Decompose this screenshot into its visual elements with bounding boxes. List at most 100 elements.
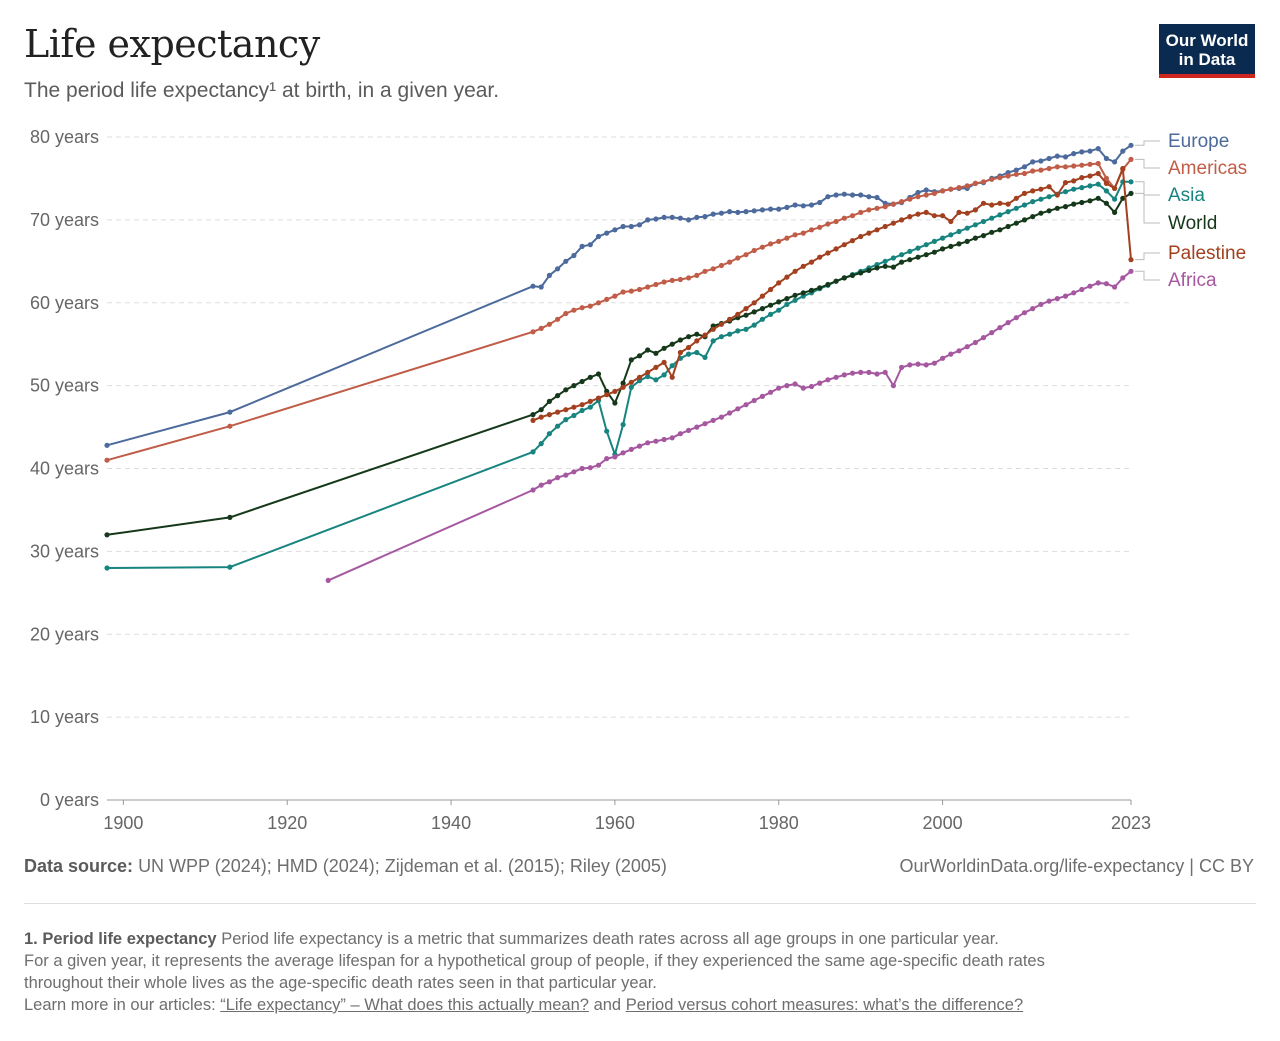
data-point-palestine <box>849 238 856 244</box>
article-link-period-cohort[interactable]: Period versus cohort measures: what’s th… <box>625 996 1024 1014</box>
data-point-americas <box>227 423 233 429</box>
data-point-americas <box>555 316 561 322</box>
data-point-asia <box>1079 185 1085 191</box>
data-point-palestine <box>546 412 553 418</box>
data-point-palestine <box>636 374 643 380</box>
legend-connector-americas <box>1135 158 1160 169</box>
data-point-africa <box>1103 281 1109 287</box>
data-point-africa <box>1079 286 1085 293</box>
data-point-asia <box>710 338 716 344</box>
data-point-asia <box>1062 189 1069 195</box>
data-point-europe <box>653 216 659 222</box>
data-point-world <box>800 290 806 296</box>
data-point-americas <box>1062 164 1069 170</box>
data-point-europe <box>808 202 815 208</box>
data-point-africa <box>759 393 766 399</box>
data-point-palestine <box>743 306 749 312</box>
data-point-asia <box>1013 205 1019 211</box>
data-point-europe <box>784 204 790 210</box>
data-point-europe <box>555 266 561 272</box>
data-point-americas <box>661 279 667 285</box>
data-point-world <box>808 287 815 293</box>
data-point-europe <box>1103 155 1109 162</box>
data-point-europe <box>669 214 675 220</box>
data-point-palestine <box>997 200 1003 206</box>
data-point-palestine <box>1103 180 1109 186</box>
data-point-americas <box>686 275 692 281</box>
data-point-americas <box>628 288 634 294</box>
data-point-americas <box>571 307 577 313</box>
data-point-world <box>587 374 593 380</box>
data-point-asia <box>653 377 659 383</box>
data-point-asia <box>227 564 233 570</box>
data-point-world <box>636 353 643 359</box>
data-point-world <box>1120 195 1126 201</box>
data-point-americas <box>563 310 569 317</box>
data-point-americas <box>612 293 618 299</box>
data-point-europe <box>571 252 577 259</box>
data-point-palestine <box>940 213 946 219</box>
data-point-americas <box>858 209 864 215</box>
data-point-world <box>858 270 864 276</box>
data-point-asia <box>915 245 921 251</box>
footnote-and: and <box>593 996 622 1014</box>
data-point-africa <box>849 370 856 376</box>
data-point-palestine <box>1013 195 1019 201</box>
logo-line-1: Our World <box>1165 31 1249 50</box>
data-point-americas <box>530 329 536 335</box>
data-point-africa <box>866 369 872 375</box>
x-tick-label: 2023 <box>1111 813 1151 833</box>
data-point-asia <box>104 565 110 571</box>
data-point-americas <box>1013 171 1019 177</box>
series-americas <box>104 156 1134 463</box>
data-point-americas <box>1079 162 1085 168</box>
data-point-world <box>1062 204 1069 210</box>
data-point-europe <box>923 187 929 193</box>
data-point-palestine <box>833 246 839 252</box>
data-point-asia <box>571 412 577 419</box>
data-point-africa <box>1054 296 1060 302</box>
article-link-life-expectancy[interactable]: “Life expectancy” – What does this actua… <box>220 996 589 1014</box>
data-point-americas <box>620 289 626 295</box>
legend-label-world: World <box>1168 213 1217 234</box>
data-point-americas <box>817 224 823 230</box>
credit-link[interactable]: OurWorldinData.org/life-expectancy | CC … <box>899 856 1254 876</box>
data-point-palestine <box>571 404 577 410</box>
legend-connector-africa <box>1135 270 1160 281</box>
data-point-americas <box>595 300 602 306</box>
data-point-europe <box>595 233 602 240</box>
data-point-world <box>776 299 782 305</box>
data-point-europe <box>915 189 921 196</box>
data-point-world <box>227 514 233 520</box>
data-point-americas <box>768 241 774 247</box>
data-point-europe <box>858 192 864 198</box>
x-tick-label: 2000 <box>923 813 963 833</box>
data-point-americas <box>1030 168 1036 174</box>
data-point-palestine <box>587 398 593 404</box>
data-point-world <box>980 233 987 239</box>
data-point-asia <box>1071 186 1077 192</box>
data-point-europe <box>841 191 847 197</box>
owid-logo[interactable]: Our World in Data <box>1159 24 1255 78</box>
series-europe <box>104 142 1134 448</box>
footnote-line-1: Period life expectancy is a metric that … <box>221 930 999 948</box>
data-point-world <box>915 254 921 260</box>
data-point-americas <box>1005 173 1011 179</box>
data-point-world <box>555 393 561 399</box>
data-point-africa <box>718 414 725 420</box>
data-point-world <box>907 257 913 263</box>
data-point-asia <box>792 297 798 303</box>
data-point-palestine <box>1095 170 1101 177</box>
data-point-africa <box>702 421 708 427</box>
data-point-africa <box>1005 320 1011 326</box>
y-tick-label: 80 years <box>30 127 99 147</box>
data-point-world <box>1095 195 1101 201</box>
data-point-asia <box>997 212 1003 218</box>
data-point-palestine <box>1071 178 1077 184</box>
data-point-europe <box>677 215 684 221</box>
data-point-palestine <box>735 311 741 317</box>
data-point-americas <box>1021 170 1028 177</box>
data-point-americas <box>694 272 700 278</box>
data-point-asia <box>1103 188 1109 194</box>
data-point-africa <box>1038 301 1044 307</box>
